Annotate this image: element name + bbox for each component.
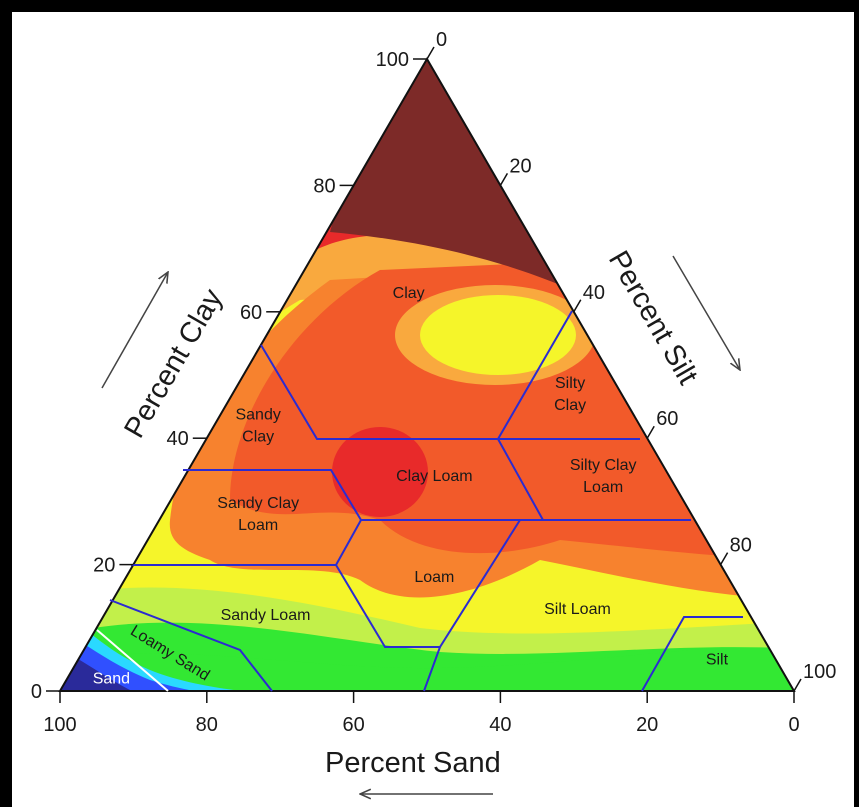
silt-tick-label: 60 [656, 408, 678, 430]
region-label-clay: Clay [393, 285, 425, 302]
region-label-silty-clay: Silty Clay [554, 375, 586, 414]
silt-tick [719, 552, 729, 565]
clay-tick-label: 100 [376, 49, 409, 71]
silt-tick [573, 299, 582, 313]
sand-tick-label: 80 [196, 714, 218, 736]
region-label-silt: Silt [706, 651, 729, 668]
clay-axis-title: Percent Clay [118, 283, 229, 443]
silt-tick-label: 0 [436, 29, 447, 51]
silt-tick-label: 40 [583, 282, 605, 304]
region-label-clay-loam: Clay Loam [396, 468, 472, 485]
region-label-sandy-clay: Sandy Clay [235, 407, 280, 446]
silt-tick [646, 425, 655, 439]
region-label-sandy-clay-loam: Sandy Clay Loam [217, 495, 299, 534]
sand-tick-label: 20 [636, 714, 658, 736]
class-boundaries [109, 310, 743, 692]
silt-tick-label: 100 [803, 661, 836, 683]
region-label-sandy-loam: Sandy Loam [221, 607, 311, 624]
sand-tick-label: 60 [342, 714, 364, 736]
silt-tick-label: 20 [509, 155, 531, 177]
silt-axis-title: Percent Silt [602, 246, 704, 390]
sand-tick-label: 100 [43, 714, 76, 736]
clay-tick-label: 0 [31, 681, 42, 703]
silt-tick [499, 173, 509, 186]
silt-tick [426, 46, 435, 60]
tick-marks [46, 46, 802, 703]
sand-tick-label: 0 [788, 714, 799, 736]
silt-tick-label: 80 [730, 535, 752, 557]
region-label-loam: Loam [414, 569, 454, 586]
sand-tick-label: 40 [489, 714, 511, 736]
triangle-outline [58, 57, 796, 692]
sand-axis-title: Percent Sand [325, 747, 501, 779]
region-label-silty-clay-loam: Silty Clay Loam [570, 457, 637, 496]
clay-direction-arrow [101, 272, 168, 389]
clay-tick-label: 40 [167, 428, 189, 450]
sand-boundary [96, 629, 169, 692]
clay-tick-label: 20 [93, 555, 115, 577]
region-label-silt-loam: Silt Loam [544, 601, 611, 618]
clay-tick-label: 80 [313, 175, 335, 197]
silt-direction-arrow [672, 255, 740, 370]
silt-tick [793, 678, 802, 692]
region-label-sand: Sand [93, 670, 130, 687]
clay-tick-label: 60 [240, 302, 262, 324]
